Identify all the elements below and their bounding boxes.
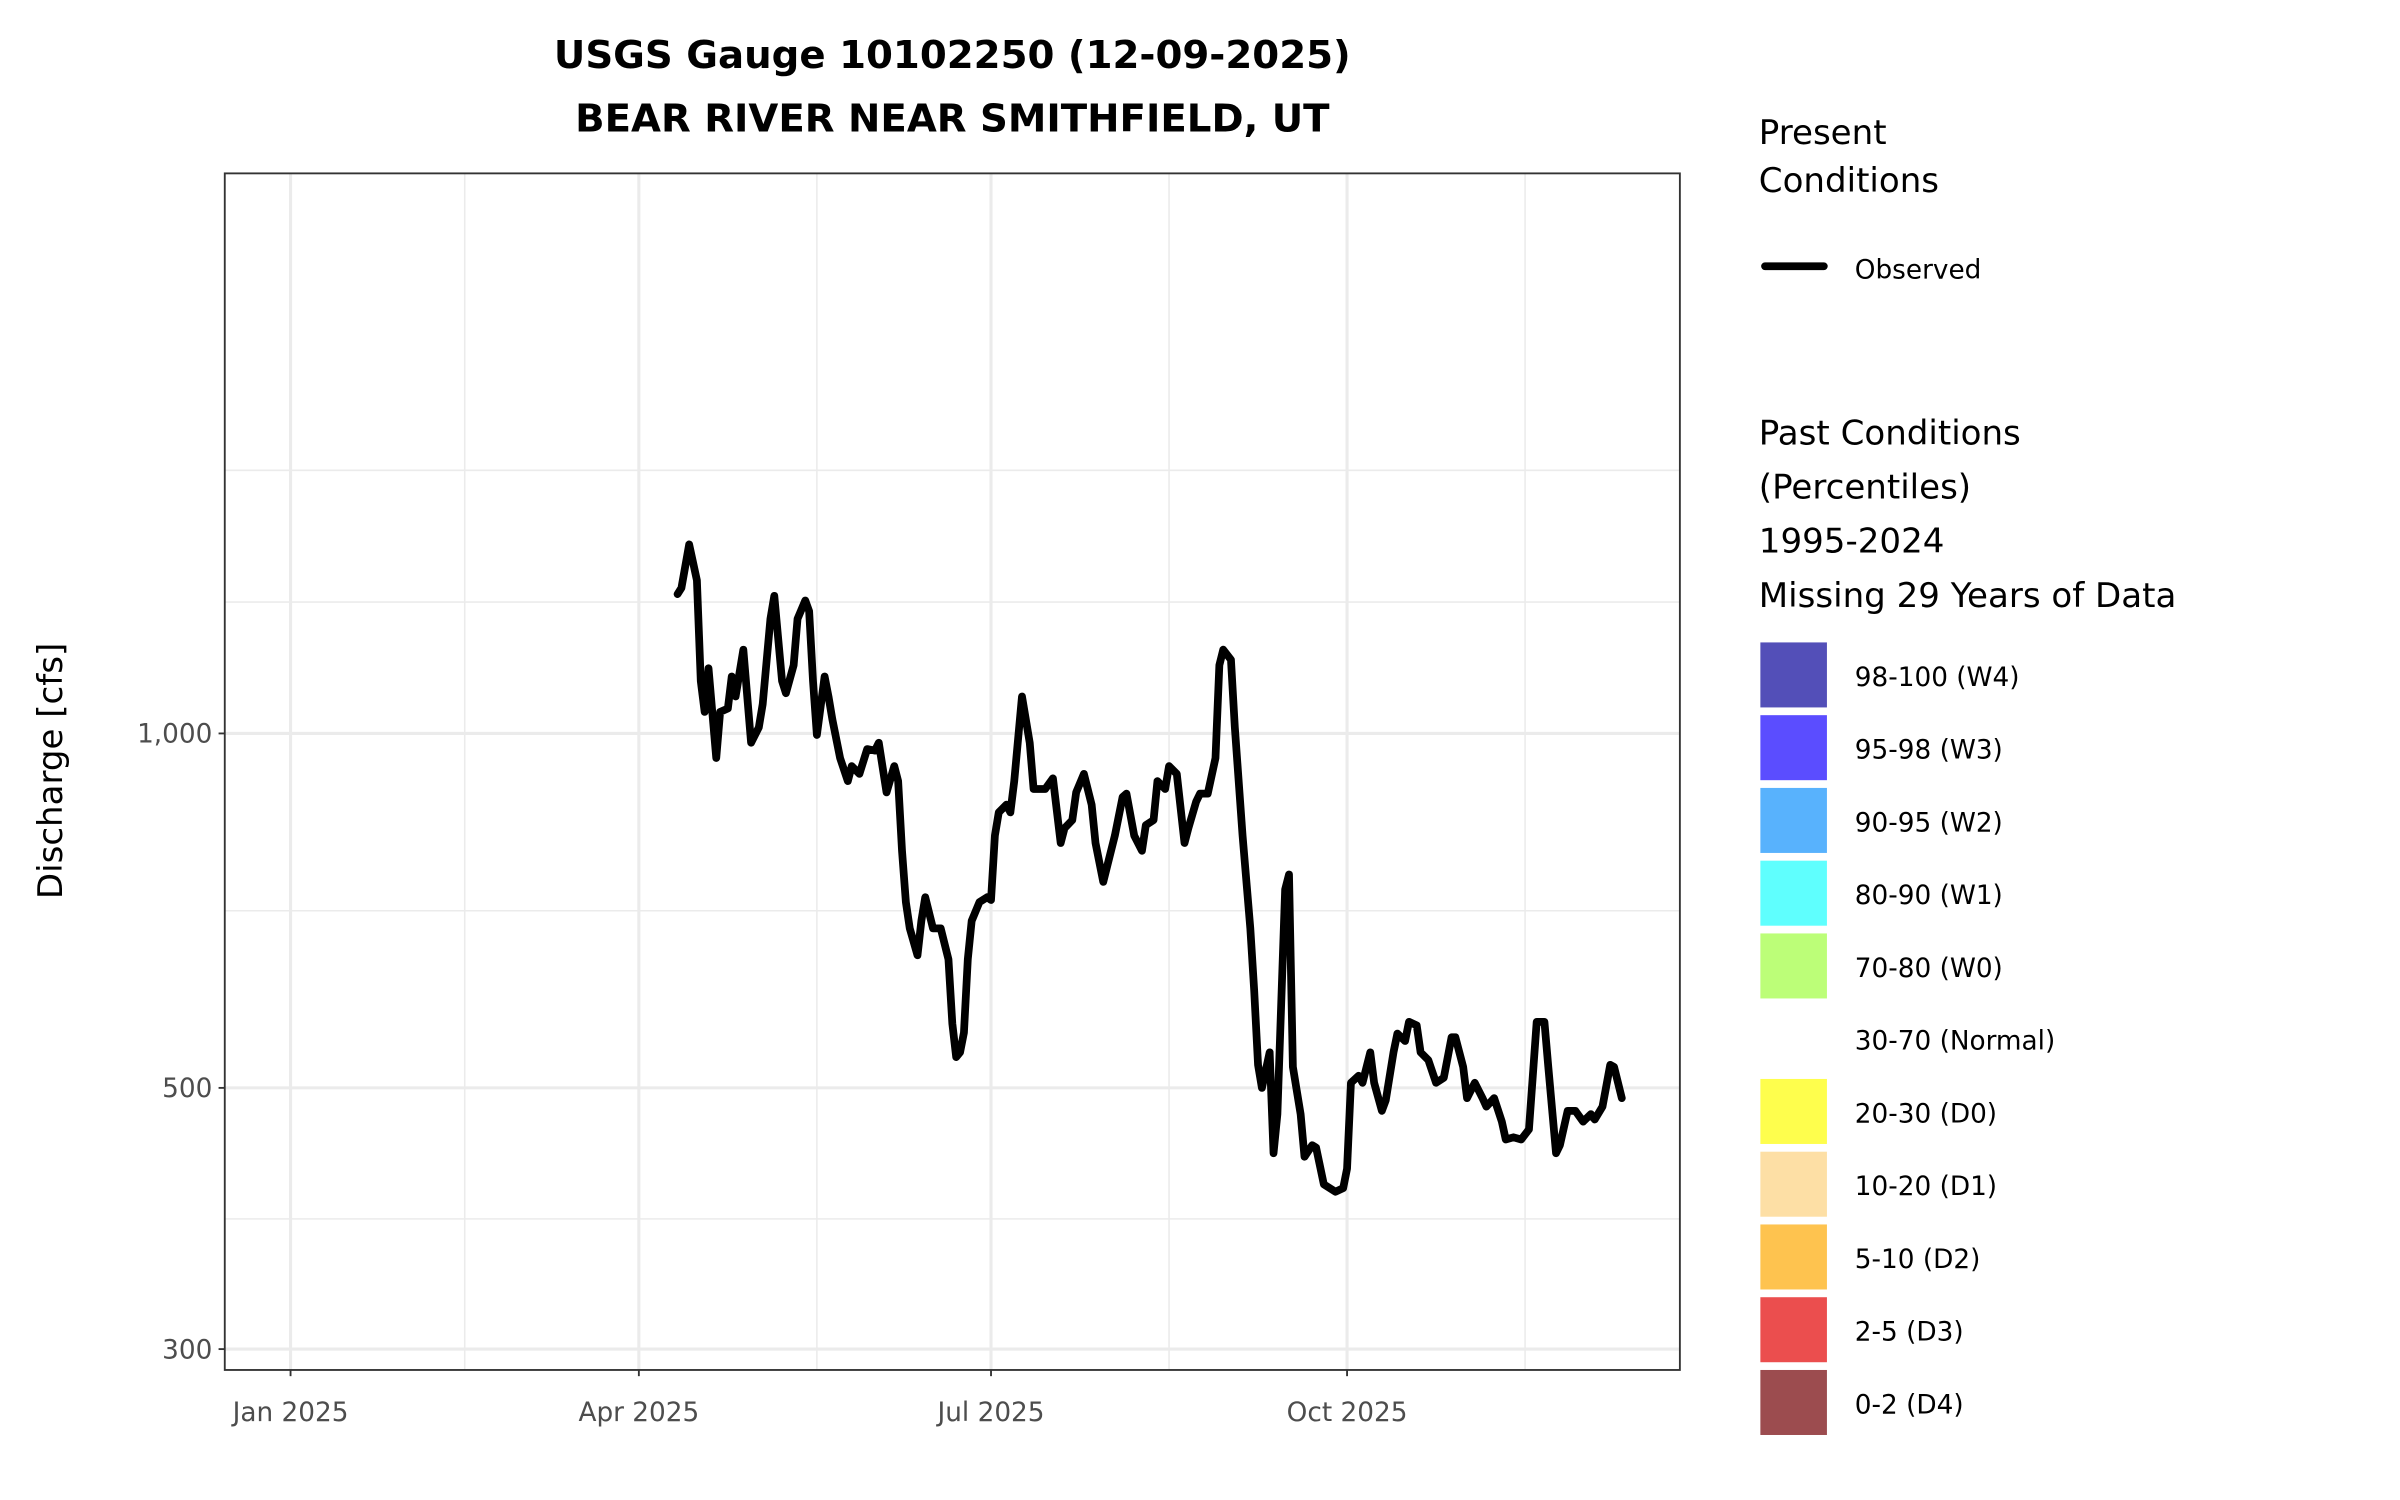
legend-item-label: 90-95 (W2) xyxy=(1855,808,2003,838)
legend-swatch xyxy=(1760,715,1827,781)
legend-observed-label: Observed xyxy=(1855,256,1982,286)
legend-swatch xyxy=(1760,1297,1827,1363)
legend-item-label: 80-90 (W1) xyxy=(1855,881,2003,911)
x-tick-label: Jan 2025 xyxy=(231,1398,349,1428)
legend: Present Conditions Observed Past Conditions… xyxy=(1759,113,2177,1435)
legend-swatch xyxy=(1760,1006,1827,1072)
legend-swatch xyxy=(1760,1078,1827,1144)
legend-swatch xyxy=(1760,1369,1827,1435)
legend-item-label: 70-80 (W0) xyxy=(1855,954,2003,984)
legend-past-title: 1995-2024 xyxy=(1759,522,1945,562)
legend-swatch xyxy=(1760,1151,1827,1217)
legend-item-label: 0-2 (D4) xyxy=(1855,1390,1964,1420)
chart-subtitle: BEAR RIVER NEAR SMITHFIELD, UT xyxy=(575,97,1330,142)
x-tick-label: Oct 2025 xyxy=(1287,1398,1408,1428)
legend-past-title: Missing 29 Years of Data xyxy=(1759,576,2177,616)
legend-past-title: (Percentiles) xyxy=(1759,467,1971,507)
legend-item-label: 2-5 (D3) xyxy=(1855,1318,1964,1348)
x-tick-label: Jul 2025 xyxy=(936,1398,1045,1428)
legend-present-title: Conditions xyxy=(1759,161,1939,201)
gridlines xyxy=(224,173,1680,1370)
legend-swatch xyxy=(1760,860,1827,926)
legend-swatch xyxy=(1760,1224,1827,1290)
legend-item-label: 30-70 (Normal) xyxy=(1855,1027,2055,1057)
legend-item-label: 10-20 (D1) xyxy=(1855,1172,1997,1202)
legend-present-title: Present xyxy=(1759,113,1887,153)
legend-item-label: 98-100 (W4) xyxy=(1855,663,2020,693)
y-axis-title: Discharge [cfs] xyxy=(31,643,71,899)
chart-title: USGS Gauge 10102250 (12-09-2025) xyxy=(554,33,1351,78)
legend-item-label: 20-30 (D0) xyxy=(1855,1099,1997,1129)
x-tick-label: Apr 2025 xyxy=(578,1398,699,1428)
legend-past-title: Past Conditions xyxy=(1759,413,2021,453)
y-tick-label: 300 xyxy=(162,1335,212,1365)
y-tick-label: 500 xyxy=(162,1074,212,1104)
plot-panel-border xyxy=(223,172,1681,1371)
legend-swatch xyxy=(1760,933,1827,999)
legend-item-label: 95-98 (W3) xyxy=(1855,736,2003,766)
axes: 300 500 1,000 Jan 2025 Apr 2025 Jul 2025 Oct 2… xyxy=(137,720,1407,1428)
legend-swatch xyxy=(1760,642,1827,708)
series-layer xyxy=(673,540,1626,1196)
legend-item-label: 5-10 (D2) xyxy=(1855,1245,1981,1275)
legend-swatch xyxy=(1760,787,1827,853)
series-line-observed xyxy=(673,540,1626,1196)
y-tick-label: 1,000 xyxy=(137,720,212,750)
